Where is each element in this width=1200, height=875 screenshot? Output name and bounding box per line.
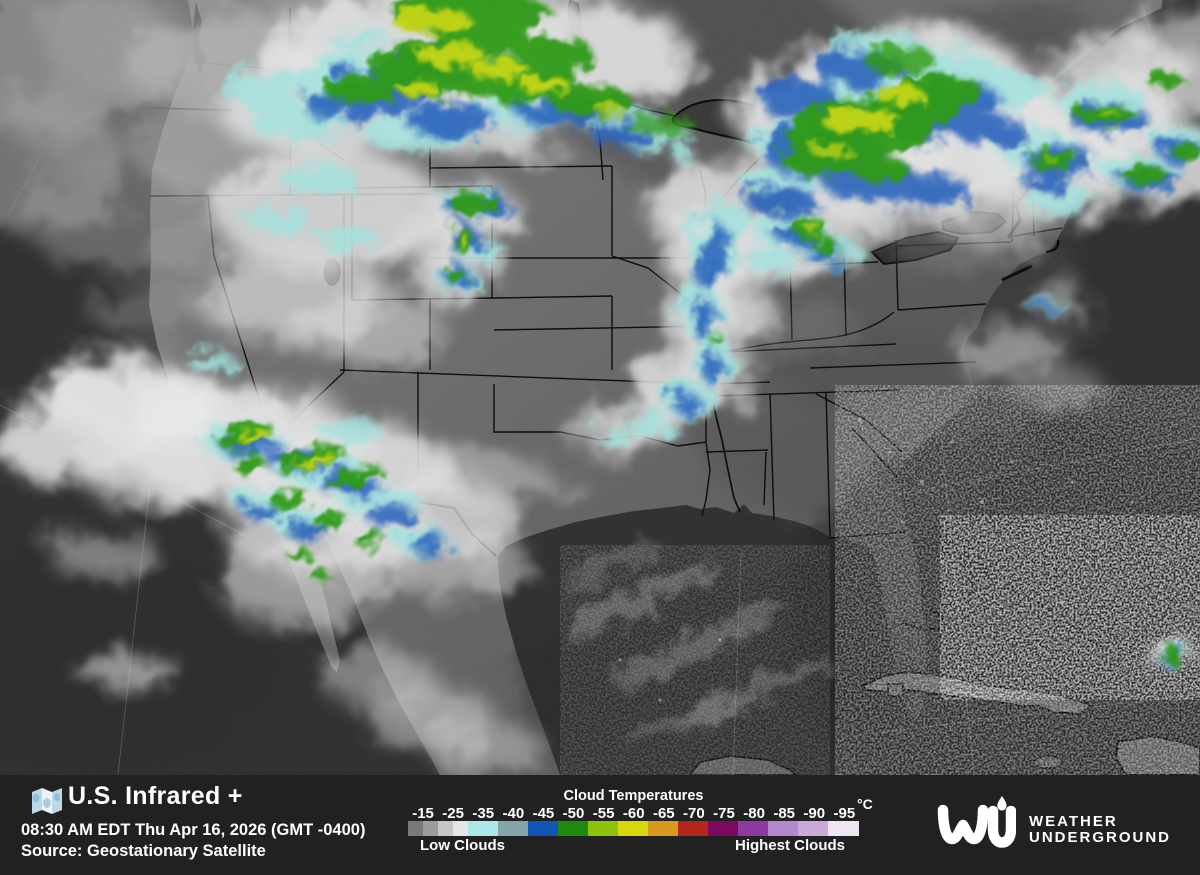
legend-tick: -95 bbox=[833, 805, 856, 822]
timestamp: 08:30 AM EDT Thu Apr 16, 2026 (GMT -0400… bbox=[21, 821, 366, 839]
legend-tick: -70 bbox=[683, 805, 705, 822]
legend-color-segment bbox=[528, 821, 558, 836]
legend-color-segment bbox=[423, 821, 438, 836]
legend-tick: -45 bbox=[532, 805, 555, 822]
info-bar: U.S. Infrared + 08:30 AM EDT Thu Apr 16,… bbox=[0, 775, 1200, 875]
brand-name: WEATHER UNDERGROUND bbox=[1029, 814, 1171, 845]
legend-tick: -55 bbox=[592, 805, 615, 822]
legend-tick: -90 bbox=[803, 805, 826, 822]
legend-color-segment bbox=[588, 821, 618, 836]
legend-color-segment bbox=[408, 821, 423, 836]
legend-color-segment bbox=[768, 821, 798, 836]
cloud-temperature-legend: Cloud Temperatures -15 -25 -35 -40 -45 -… bbox=[408, 775, 873, 875]
legend-high-label: Highest Clouds bbox=[734, 837, 845, 854]
legend-color-segment bbox=[618, 821, 648, 836]
legend-tick: -60 bbox=[622, 805, 645, 822]
legend-color-segment bbox=[828, 821, 859, 836]
page-title: U.S. Infrared + bbox=[68, 782, 243, 810]
grain-overlay bbox=[0, 0, 1200, 775]
weather-underground-logo: WEATHER UNDERGROUND bbox=[936, 796, 1171, 850]
legend-tick: -15 bbox=[412, 805, 434, 822]
legend-color-segment bbox=[468, 821, 498, 836]
legend-color-segment bbox=[708, 821, 738, 836]
legend-tick-labels: -15 -25 -35 -40 -45 -50 -55 -60 -65 -70 … bbox=[408, 805, 859, 822]
legend-tick: -40 bbox=[502, 805, 525, 822]
legend-color-segment bbox=[798, 821, 828, 836]
legend-color-segment bbox=[678, 821, 708, 836]
satellite-map-canvas bbox=[0, 0, 1200, 775]
brand-line1: WEATHER bbox=[1029, 813, 1118, 830]
legend-tick: -85 bbox=[773, 805, 796, 822]
source-label: Source: Geostationary Satellite bbox=[21, 842, 266, 860]
legend-low-label: Low Clouds bbox=[420, 837, 505, 854]
legend-title: Cloud Temperatures bbox=[563, 788, 704, 804]
map-icon bbox=[27, 785, 63, 822]
satellite-map bbox=[0, 0, 1200, 775]
legend-color-segment bbox=[648, 821, 678, 836]
legend-color-segment bbox=[438, 821, 453, 836]
legend-tick: -50 bbox=[562, 805, 585, 822]
legend-color-segment bbox=[738, 821, 768, 836]
legend-tick: -35 bbox=[472, 805, 495, 822]
legend-tick: -25 bbox=[442, 805, 464, 822]
legend-tick: -75 bbox=[713, 805, 735, 822]
legend-unit: °C bbox=[857, 796, 873, 812]
legend-color-bar bbox=[408, 821, 859, 836]
legend-tick: -80 bbox=[743, 805, 765, 822]
legend-color-segment bbox=[558, 821, 588, 836]
legend-tick: -65 bbox=[652, 805, 675, 822]
legend-color-segment bbox=[453, 821, 468, 836]
brand-line2: UNDERGROUND bbox=[1029, 828, 1171, 846]
wu-mark-icon bbox=[937, 796, 1016, 848]
legend-color-segment bbox=[498, 821, 528, 836]
